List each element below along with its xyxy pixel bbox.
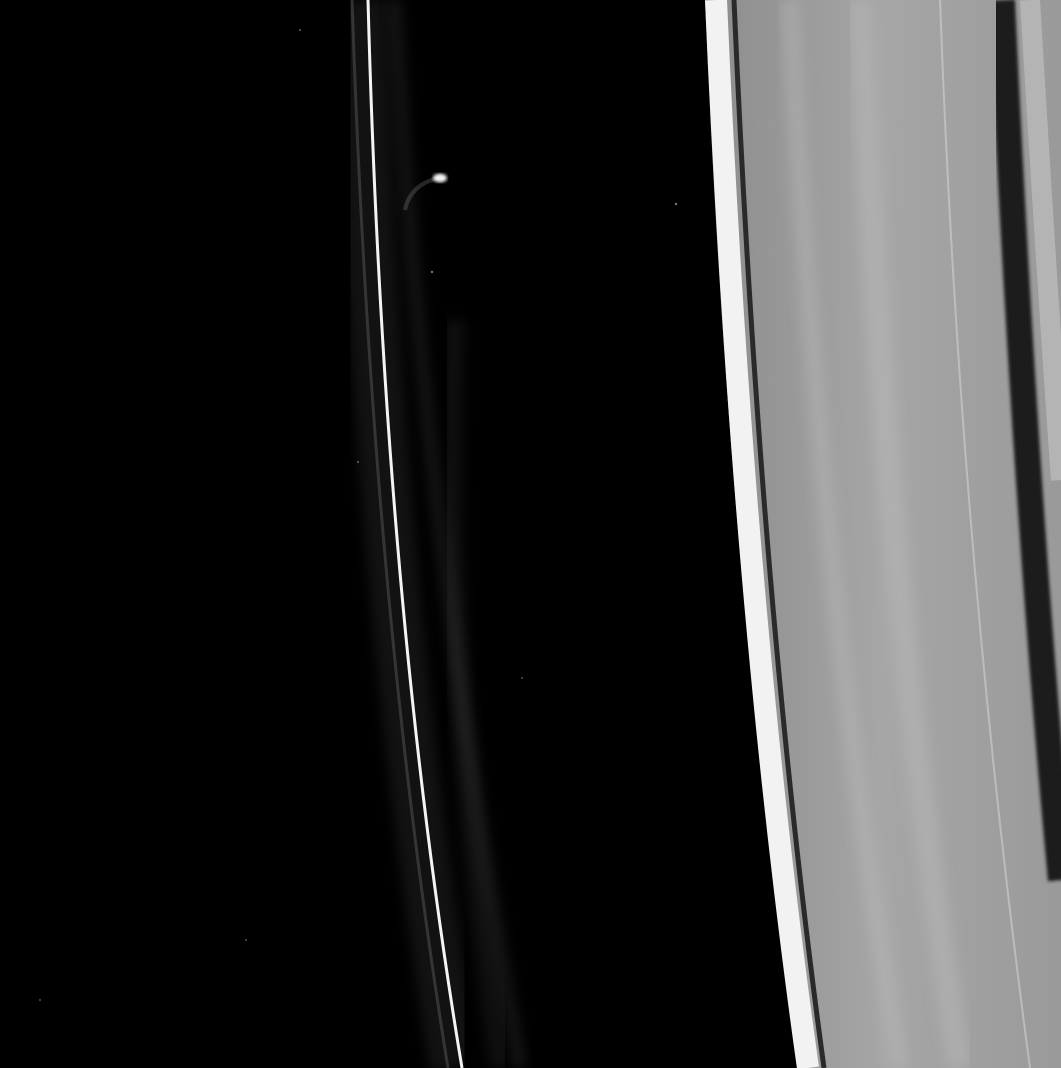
f-ring-strand <box>388 0 527 1068</box>
f-ring-strand <box>350 0 450 1068</box>
moon <box>433 173 447 183</box>
ring-gap <box>989 0 1061 882</box>
a-ring-streak <box>939 0 1031 1068</box>
a-ring-streak <box>781 0 909 1068</box>
a-ring-edge <box>705 0 819 1068</box>
star <box>674 202 678 206</box>
f-ring-core <box>366 0 464 1068</box>
star <box>245 939 247 941</box>
star <box>299 29 301 31</box>
f-ring-glow <box>335 0 480 1068</box>
star <box>521 677 523 679</box>
f-ring-strand <box>442 319 510 1068</box>
star <box>357 461 359 463</box>
a-ring-dark-line <box>731 0 827 1068</box>
star <box>39 999 41 1001</box>
star <box>430 270 434 274</box>
a-ring-streak <box>848 0 972 1068</box>
a-ring-outer-band <box>1020 0 1061 481</box>
